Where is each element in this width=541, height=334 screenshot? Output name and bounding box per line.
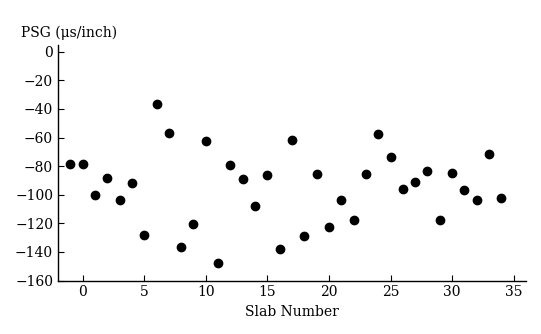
Point [300, 233, 308, 238]
Point [140, 232, 149, 237]
Point [337, 197, 346, 203]
Point [448, 170, 457, 176]
Point [349, 217, 358, 222]
Point [361, 171, 370, 177]
Point [66, 161, 75, 167]
Point [189, 221, 198, 226]
Point [436, 217, 444, 223]
X-axis label: Slab Number: Slab Number [245, 305, 339, 319]
Point [90, 192, 99, 198]
Point [152, 101, 161, 107]
Point [497, 196, 506, 201]
Point [78, 162, 87, 167]
Point [201, 139, 210, 144]
Point [214, 260, 222, 266]
Point [386, 155, 395, 160]
Point [460, 187, 469, 193]
Point [226, 162, 235, 167]
Point [115, 198, 124, 203]
Point [411, 180, 419, 185]
Point [312, 172, 321, 177]
Text: PSG (μs/inch): PSG (μs/inch) [21, 25, 117, 40]
Point [103, 176, 111, 181]
Point [374, 131, 382, 136]
Point [472, 197, 481, 202]
Point [485, 151, 493, 156]
Point [263, 172, 272, 178]
Point [239, 176, 247, 181]
Point [177, 244, 186, 250]
Point [275, 246, 284, 252]
Point [288, 137, 296, 143]
Point [128, 180, 136, 186]
Point [325, 224, 333, 229]
Point [399, 186, 407, 191]
Point [423, 168, 432, 174]
Point [250, 203, 259, 209]
Point [164, 130, 173, 136]
